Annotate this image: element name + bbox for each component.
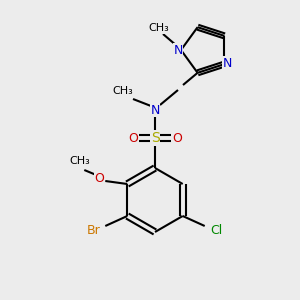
Text: O: O <box>128 131 138 145</box>
Text: N: N <box>150 103 160 116</box>
Text: N: N <box>173 44 183 56</box>
Text: Br: Br <box>86 224 100 238</box>
Text: CH₃: CH₃ <box>112 86 134 96</box>
Text: O: O <box>172 131 182 145</box>
Text: N: N <box>223 57 232 70</box>
Text: Cl: Cl <box>211 224 223 238</box>
Text: CH₃: CH₃ <box>69 156 90 166</box>
Text: O: O <box>94 172 104 185</box>
Text: CH₃: CH₃ <box>148 23 170 33</box>
Text: S: S <box>151 131 159 145</box>
